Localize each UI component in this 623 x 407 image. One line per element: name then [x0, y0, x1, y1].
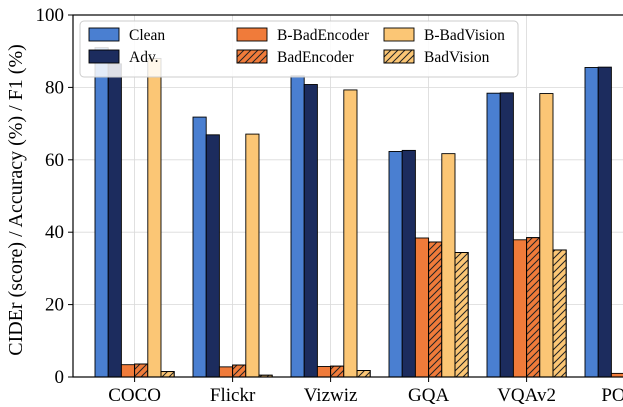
bars [94, 47, 623, 378]
bar-b-badvision-flickr [245, 133, 260, 378]
bar-b-badvision-vqav2 [539, 93, 554, 378]
legend-swatch-badencoder-hatch [236, 49, 268, 64]
legend-swatch-b-badencoder [236, 27, 268, 42]
x-tick-label: Flickr [210, 385, 256, 406]
bar-clean-coco [94, 47, 109, 378]
legend-swatch-clean [88, 27, 120, 42]
y-axis-label: CIDEr (score) / Accuracy (%) / F1 (%) [5, 44, 27, 356]
x-tick-label: VQAv2 [497, 385, 556, 406]
x-tick-label: POPE [601, 385, 623, 406]
bar-badvision-vizwiz-hatch [356, 370, 371, 378]
legend: Clean Adv. B-BadEncoder BadEncoder B-BadVisi… [79, 20, 519, 78]
bar-b-badvision-gqa [441, 153, 456, 378]
bar-badencoder-vizwiz-hatch [330, 365, 345, 378]
bar-adv--gqa [401, 149, 416, 378]
legend-label: BadEncoder [277, 49, 354, 66]
bar-b-badencoder-vqav2 [512, 239, 528, 378]
bar-b-badvision-vizwiz [343, 89, 358, 378]
legend-swatch-badvision-hatch [383, 49, 415, 64]
y-tick-label: 100 [36, 5, 65, 26]
y-tick-label: 80 [45, 77, 64, 98]
bar-badvision-gqa-hatch [454, 252, 469, 378]
legend-label: B-BadEncoder [277, 27, 370, 44]
bar-clean-pope [584, 67, 599, 378]
legend-label: Adv. [129, 49, 159, 66]
y-tick-label: 0 [55, 367, 65, 388]
bar-clean-gqa [388, 151, 403, 378]
bar-b-badencoder-gqa [414, 237, 430, 378]
legend-label: Clean [129, 27, 165, 44]
bar-adv--vizwiz [303, 84, 318, 378]
bar-clean-flickr [192, 116, 207, 378]
legend-swatch-adv- [88, 49, 120, 64]
bar-clean-vqav2 [486, 92, 501, 378]
y-tick-label: 20 [45, 295, 64, 316]
bar-b-badvision-coco [147, 57, 162, 378]
y-tick-label: 40 [45, 222, 64, 243]
x-tick-label: COCO [108, 385, 161, 406]
legend-label: BadVision [424, 49, 490, 66]
bar-badvision-vqav2-hatch [552, 249, 567, 378]
plot-frame [72, 14, 623, 378]
bar-badencoder-gqa-hatch [428, 241, 443, 378]
y-tick-label: 60 [45, 150, 64, 171]
bar-b-badencoder-flickr [218, 366, 234, 378]
bar-badencoder-vqav2-hatch [526, 237, 541, 378]
x-tick-label: GQA [408, 385, 449, 406]
axes [68, 14, 623, 382]
bar-badvision-coco-hatch [160, 371, 175, 378]
bar-clean-vizwiz [290, 75, 305, 378]
x-tick-label: Vizwiz [304, 385, 358, 406]
bar-b-badencoder-coco [120, 364, 136, 378]
bar-badencoder-flickr-hatch [232, 364, 247, 378]
bar-adv--vqav2 [499, 92, 514, 378]
bar-b-badencoder-vizwiz [316, 366, 332, 378]
legend-label: B-BadVision [424, 27, 505, 44]
bar-adv--pope [597, 66, 612, 378]
legend-swatch-b-badvision [383, 27, 415, 42]
bar-adv--coco [107, 63, 122, 378]
bar-badencoder-coco-hatch [134, 363, 149, 378]
bar-adv--flickr [205, 134, 220, 378]
tick-labels: 0 20 40 60 80 100 COCO Flickr Vizwiz GQA VQAv2 POPE [36, 5, 623, 406]
